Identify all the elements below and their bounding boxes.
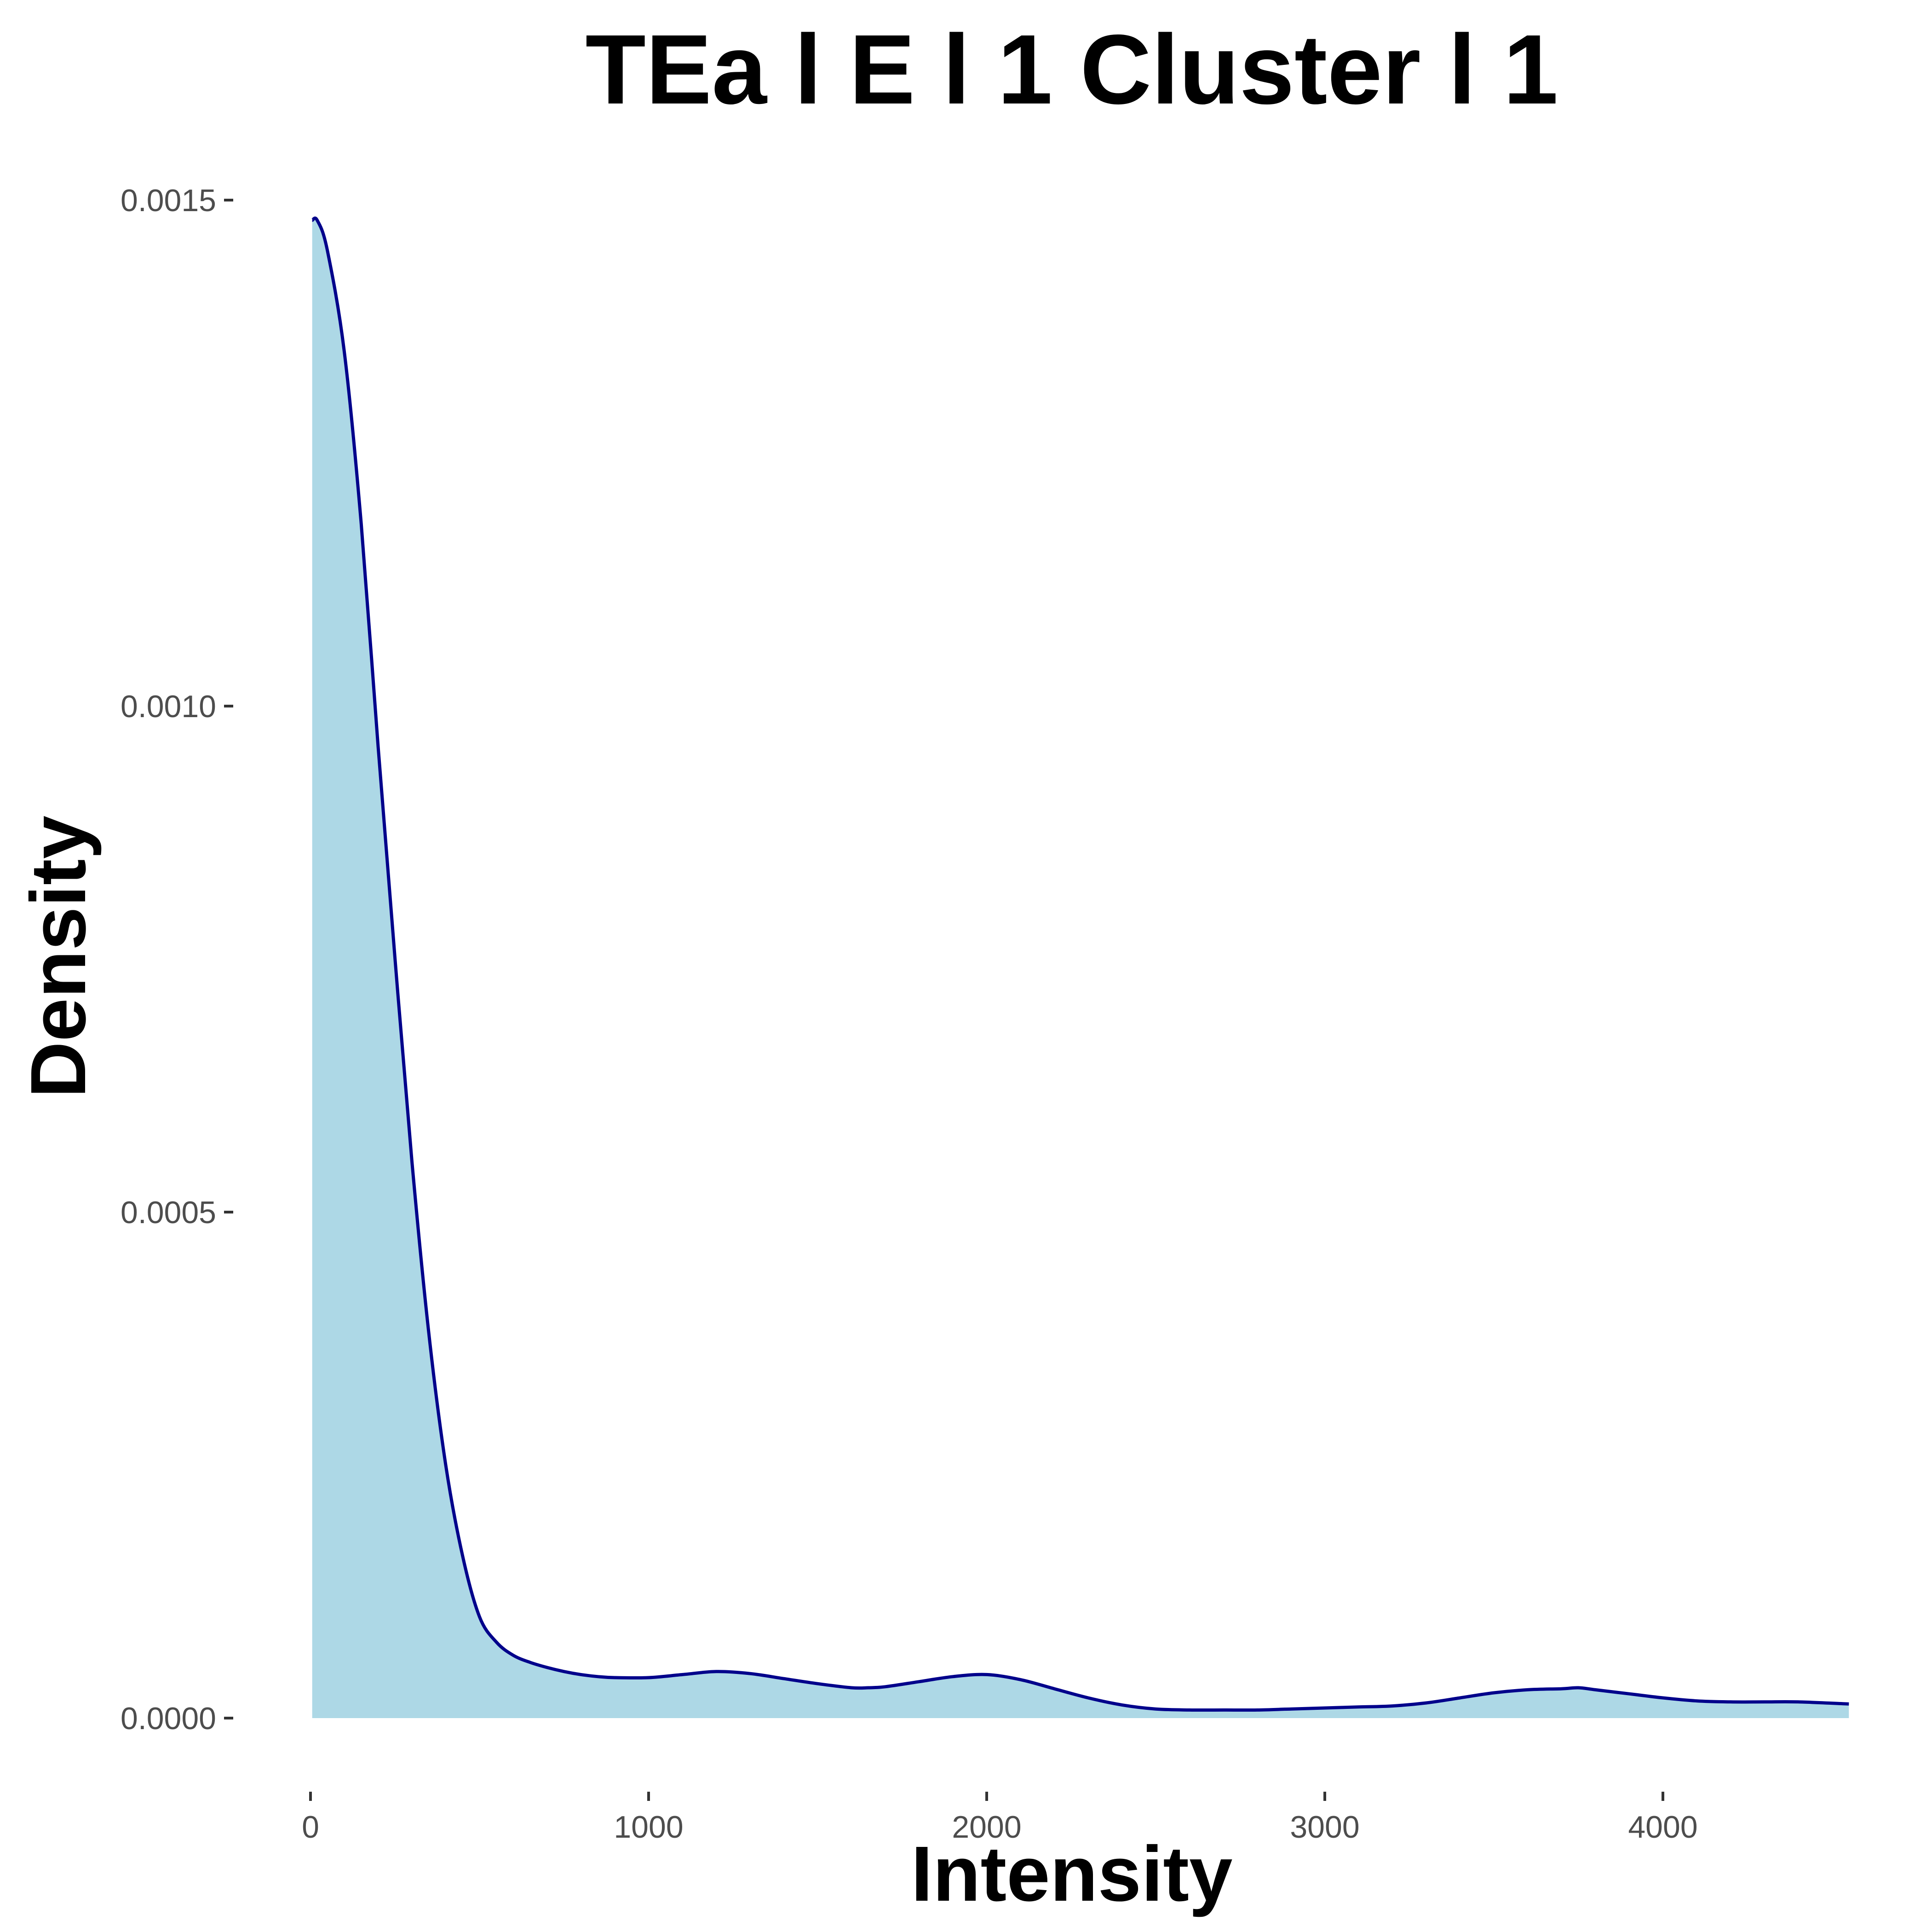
y-axis-title: Density bbox=[15, 816, 102, 1098]
density-curve-line bbox=[311, 216, 1849, 1712]
x-tick-label: 0 bbox=[302, 1810, 319, 1845]
x-tick-label: 4000 bbox=[1628, 1810, 1697, 1845]
chart-title: TEa l E l 1 Cluster l 1 bbox=[586, 14, 1558, 125]
y-axis: 0.0000 0.0005 0.0010 0.0015 bbox=[121, 183, 233, 1736]
x-tick-label: 2000 bbox=[952, 1810, 1021, 1845]
y-tick-label: 0.0005 bbox=[121, 1195, 216, 1230]
y-tick-label: 0.0000 bbox=[121, 1701, 216, 1736]
x-axis-title: Intensity bbox=[911, 1830, 1232, 1918]
x-tick-label: 1000 bbox=[614, 1810, 683, 1845]
y-tick-label: 0.0010 bbox=[121, 689, 216, 724]
y-tick-label: 0.0015 bbox=[121, 183, 216, 218]
x-tick-label: 3000 bbox=[1290, 1810, 1359, 1845]
x-axis: 0 1000 2000 3000 4000 bbox=[302, 1792, 1698, 1845]
plot-area bbox=[311, 216, 1849, 1719]
